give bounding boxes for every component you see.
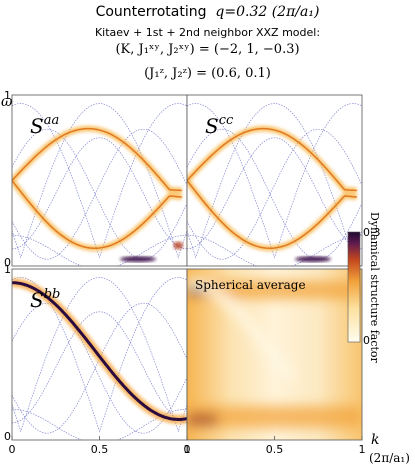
x-axis-unit: (2π/a₁) xyxy=(369,451,410,465)
panel-frame xyxy=(186,94,363,267)
dispersion-line-6 xyxy=(12,234,187,266)
x-axis-label: k xyxy=(371,432,379,448)
left-low-hotspot xyxy=(187,414,217,425)
edge-hotspot xyxy=(173,241,184,250)
y-tick-label: 0 xyxy=(4,430,11,443)
dispersion-line-1 xyxy=(12,302,187,434)
colorbar xyxy=(347,231,361,343)
x-tick-label: 1 xyxy=(184,443,191,456)
upper-band xyxy=(187,280,362,299)
dispersion-line-4 xyxy=(187,103,362,259)
upper-band-core xyxy=(12,127,182,192)
x-tick-label: 0 xyxy=(9,443,16,456)
dispersion-line-3 xyxy=(12,277,187,433)
dispersion-line-1 xyxy=(12,128,187,260)
band-core xyxy=(12,281,187,421)
y-tick-label: 1 xyxy=(4,263,11,276)
low-energy-hotspot xyxy=(295,256,331,263)
panel-title-sup: aa xyxy=(44,113,60,128)
upper-band-core xyxy=(187,127,357,192)
lower-band-core xyxy=(187,180,357,249)
light-streak xyxy=(187,277,296,382)
panel-4: Spherical average xyxy=(186,268,363,441)
panel-title: Sbb xyxy=(30,287,60,312)
panel-title-main: S xyxy=(30,288,44,312)
panel-title-sup: bb xyxy=(44,287,61,302)
panel-content xyxy=(12,103,187,266)
panel-content xyxy=(187,277,362,428)
panel-title: Saa xyxy=(30,113,59,138)
title-prefix: Counterrotating xyxy=(95,4,207,20)
panel-title: Scc xyxy=(205,113,234,138)
dispersion-line-4 xyxy=(12,277,187,433)
y-axis-label: ω xyxy=(1,94,13,110)
dispersion-line-5 xyxy=(12,137,187,250)
x-tick-label: 0.5 xyxy=(91,443,109,456)
dispersion-line-4 xyxy=(12,103,187,259)
panel-content xyxy=(187,103,362,266)
panel-title-main: S xyxy=(205,114,219,138)
colorbar-min-label: 0 xyxy=(363,334,370,347)
dispersion-line-2 xyxy=(12,128,187,260)
spherical-average-features xyxy=(187,277,362,428)
dispersion-line-1 xyxy=(187,128,362,260)
lower-band-core xyxy=(12,180,182,249)
panel-1: Saa xyxy=(11,94,188,267)
dispersion-line-3 xyxy=(12,103,187,259)
model-description: Kitaev + 1st + 2nd neighbor XXZ model: xyxy=(94,26,321,39)
dispersion-line-5 xyxy=(187,137,362,250)
x-tick-label: 1 xyxy=(359,443,366,456)
colorbar-title: Dynamical structure factor xyxy=(368,212,381,363)
y-tick-label: 1 xyxy=(4,89,11,102)
panel-3: Sbb xyxy=(11,268,188,441)
dispersion-line-5 xyxy=(12,311,187,424)
parameters-line-2: (J₁ᶻ, J₂ᶻ) = (0.6, 0.1) xyxy=(144,66,271,81)
figure-title: Counterrotating q=0.32 (2π/a₁) xyxy=(0,4,415,20)
left-hotspot xyxy=(187,286,207,295)
panel-content xyxy=(12,277,187,440)
title-q: q=0.32 (2π/a₁) xyxy=(215,4,320,20)
panel-title-main: S xyxy=(30,114,44,138)
panel-2: Scc xyxy=(186,94,363,267)
dispersion-line-3 xyxy=(187,103,362,259)
y-tick-label: 0 xyxy=(4,256,11,269)
lower-band xyxy=(187,405,362,428)
x-tick-label: 0 xyxy=(184,443,191,456)
x-tick-label: 0.5 xyxy=(266,443,284,456)
parameters-line-1: (K, J₁ˣʸ, J₂ˣʸ) = (−2, 1, −0.3) xyxy=(115,42,300,57)
panel-title: Spherical average xyxy=(195,278,306,292)
low-energy-hotspot xyxy=(120,256,156,263)
dispersion-line-6 xyxy=(187,234,362,266)
dispersion-line-2 xyxy=(187,128,362,260)
panel-title-sup: cc xyxy=(219,113,234,128)
dispersion-line-2 xyxy=(12,302,187,434)
colorbar-max-label: 0.3 xyxy=(363,226,381,239)
